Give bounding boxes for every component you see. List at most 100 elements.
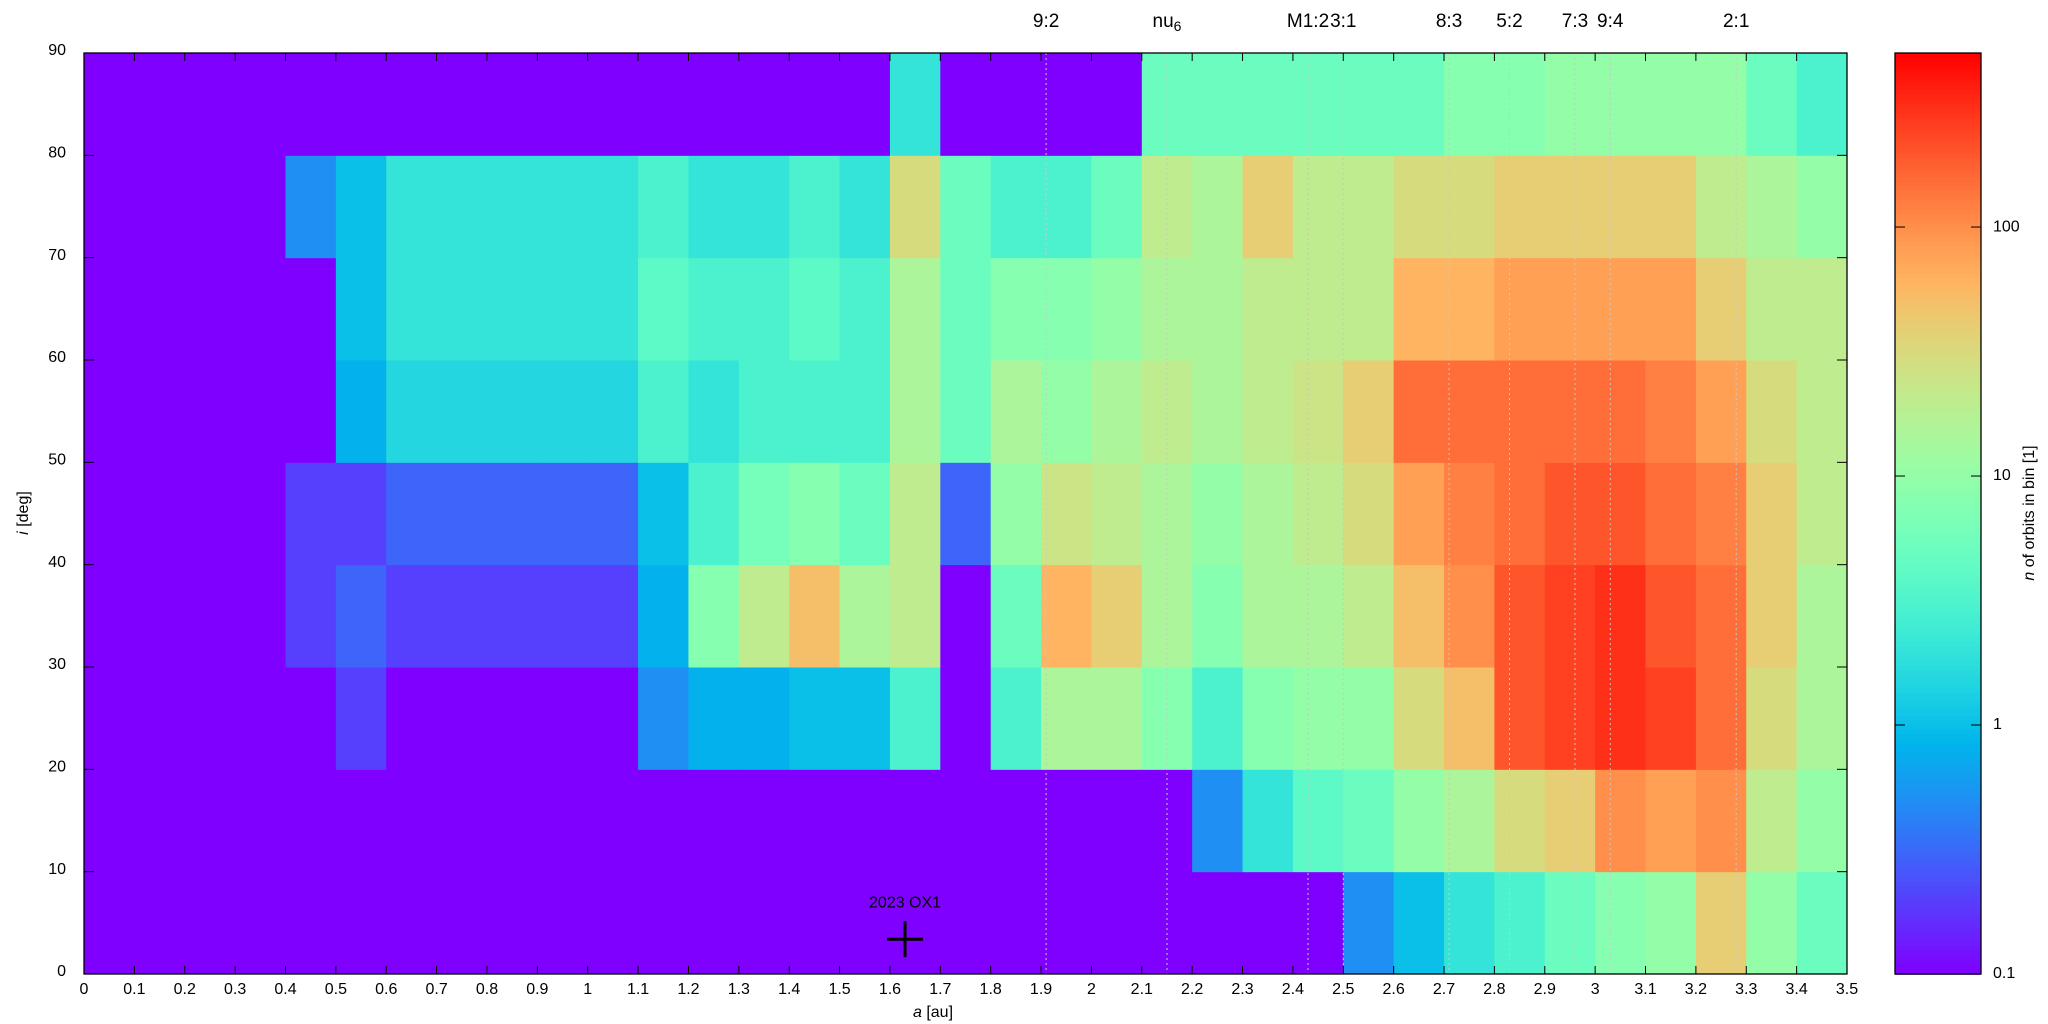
heat-cell bbox=[1444, 360, 1495, 463]
colorbar-segment bbox=[1895, 426, 1981, 432]
heat-cell bbox=[789, 155, 841, 259]
heat-cell bbox=[537, 257, 589, 361]
colorbar-segment bbox=[1895, 826, 1981, 833]
heat-cell bbox=[1091, 871, 1143, 975]
heat-cell bbox=[386, 257, 438, 361]
heat-cell bbox=[940, 564, 992, 668]
heat-cell bbox=[738, 257, 790, 361]
colorbar-segment bbox=[1895, 384, 1981, 390]
heat-cell bbox=[335, 360, 387, 463]
heat-cell bbox=[1041, 360, 1092, 463]
heat-cell bbox=[1746, 871, 1798, 975]
heat-cell bbox=[84, 53, 135, 156]
colorbar-segment bbox=[1895, 904, 1981, 911]
heat-cell bbox=[638, 462, 689, 566]
heat-cell bbox=[889, 564, 941, 668]
heat-cell bbox=[1595, 564, 1647, 668]
heat-cell bbox=[839, 871, 891, 975]
colorbar-segment bbox=[1895, 541, 1981, 547]
heat-cell bbox=[537, 360, 589, 463]
heat-cell bbox=[1796, 53, 1848, 156]
colorbar-segment bbox=[1895, 306, 1981, 312]
heat-cell bbox=[940, 53, 992, 156]
heat-cell bbox=[1393, 667, 1445, 770]
colorbar-segment bbox=[1895, 80, 1981, 87]
colorbar-segment bbox=[1895, 117, 1981, 123]
heat-cell bbox=[537, 871, 589, 975]
colorbar-segment bbox=[1895, 605, 1981, 612]
heat-cell bbox=[940, 769, 992, 873]
colorbar-segment bbox=[1895, 918, 1981, 925]
heat-cell bbox=[1292, 257, 1344, 361]
x-tick-label: 0.5 bbox=[325, 981, 347, 998]
x-tick-label: 1.5 bbox=[828, 981, 850, 998]
heat-cell bbox=[1091, 53, 1143, 156]
heat-cell bbox=[1494, 53, 1546, 156]
heat-cell bbox=[1242, 871, 1294, 975]
heat-cell bbox=[638, 155, 689, 259]
colorbar-segment bbox=[1895, 775, 1981, 782]
y-axis-var: i bbox=[15, 531, 32, 535]
heat-cell bbox=[1393, 53, 1445, 156]
colorbar-segment bbox=[1895, 186, 1981, 192]
colorbar-segment bbox=[1895, 251, 1981, 257]
colorbar-segment bbox=[1895, 725, 1981, 731]
heat-cell bbox=[1041, 564, 1092, 668]
heat-cell bbox=[1393, 360, 1445, 463]
colorbar-segment bbox=[1895, 485, 1981, 492]
colorbar-segment bbox=[1895, 950, 1981, 957]
heat-cell bbox=[638, 871, 689, 975]
colorbar-segment bbox=[1895, 596, 1981, 602]
x-tick-label: 2.9 bbox=[1534, 981, 1556, 998]
heat-cell bbox=[688, 462, 740, 566]
colorbar-segment bbox=[1895, 421, 1981, 427]
heat-cell bbox=[1292, 53, 1344, 156]
colorbar-segment bbox=[1895, 89, 1981, 96]
heat-cell bbox=[1041, 155, 1092, 259]
heat-cell bbox=[134, 53, 186, 156]
heat-cell bbox=[990, 462, 1042, 566]
colorbar-segment bbox=[1895, 789, 1981, 796]
resonance-label: 7:3 bbox=[1562, 11, 1588, 32]
heat-cell bbox=[1091, 462, 1143, 566]
colorbar-segment bbox=[1895, 481, 1981, 487]
heat-cell bbox=[436, 53, 488, 156]
colorbar-segment bbox=[1895, 762, 1981, 768]
heat-cell bbox=[335, 462, 387, 566]
colorbar-segment bbox=[1895, 214, 1981, 220]
x-tick-label: 0.9 bbox=[526, 981, 548, 998]
heat-cell bbox=[235, 667, 286, 770]
heat-cell bbox=[285, 53, 337, 156]
heat-cell bbox=[688, 257, 740, 361]
resonance-label: 3:1 bbox=[1330, 11, 1356, 32]
colorbar-segment bbox=[1895, 416, 1981, 423]
heat-cell bbox=[1041, 53, 1092, 156]
colorbar-segment bbox=[1895, 969, 1981, 975]
heat-cell bbox=[889, 257, 941, 361]
heat-cell bbox=[84, 257, 135, 361]
colorbar-segment bbox=[1895, 53, 1981, 59]
heat-cell bbox=[587, 257, 639, 361]
resonance-label: 2:1 bbox=[1723, 11, 1749, 32]
heat-cell bbox=[1746, 667, 1798, 770]
y-tick-label: 30 bbox=[48, 656, 66, 673]
colorbar-segment bbox=[1895, 402, 1981, 409]
colorbar-segment bbox=[1895, 99, 1981, 105]
heat-cell bbox=[335, 564, 387, 668]
heat-cell bbox=[1292, 871, 1344, 975]
colorbar-segment bbox=[1895, 338, 1981, 344]
heat-cell bbox=[1091, 360, 1143, 463]
heat-cell bbox=[1444, 53, 1495, 156]
resonance-text: 5:2 bbox=[1496, 11, 1522, 32]
colorbar-segment bbox=[1895, 453, 1981, 460]
x-tick-label: 0.4 bbox=[274, 981, 296, 998]
heat-cell bbox=[1645, 53, 1697, 156]
colorbar-segment bbox=[1895, 513, 1981, 519]
colorbar-segment bbox=[1895, 191, 1981, 197]
heat-cell bbox=[688, 564, 740, 668]
heat-cell bbox=[1393, 769, 1445, 873]
heat-cell bbox=[1242, 564, 1294, 668]
heat-cell bbox=[1041, 769, 1092, 873]
colorbar-segment bbox=[1895, 766, 1981, 773]
